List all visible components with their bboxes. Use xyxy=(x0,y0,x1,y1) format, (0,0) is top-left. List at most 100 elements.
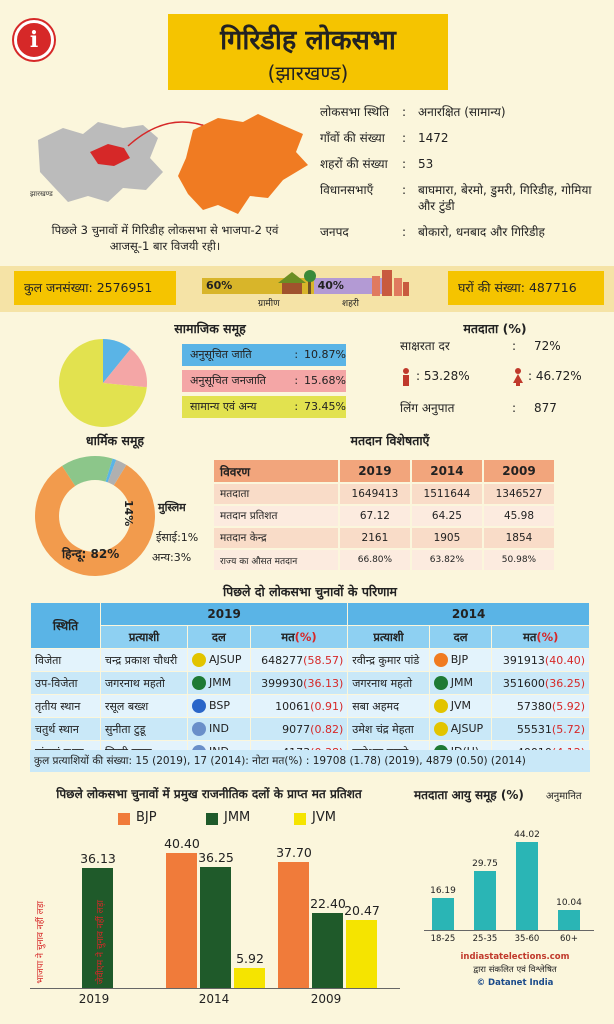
position-cell: चतुर्थ स्थान xyxy=(30,717,101,741)
candidate-cell: उमेश चंद्र मेहता xyxy=(347,717,430,741)
constituency-map xyxy=(178,114,308,214)
legend-label: JMM xyxy=(224,810,251,825)
status-header: स्थिति xyxy=(30,602,101,649)
votes-header-pct: (%) xyxy=(536,629,559,644)
party-bar-jmm xyxy=(82,867,113,988)
candidate-header: प्रत्याशी xyxy=(347,625,430,649)
map-label: झारखण्ड xyxy=(30,190,53,198)
votes-cell: 351600(36.25) xyxy=(491,671,590,695)
source-note: द्वारा संकलित एवं विश्लेषित xyxy=(473,965,557,975)
source-site: indiastatelections.com xyxy=(460,952,570,962)
muslim-pct: 14% xyxy=(122,500,135,527)
age-bar-chart: 16.19 18-25 29.75 25-35 44.02 35-60 10.04 60+ xyxy=(424,820,594,944)
party-bar-value: 36.25 xyxy=(198,850,234,866)
votes-pct: (58.57) xyxy=(303,653,344,667)
legend-swatch xyxy=(294,813,306,825)
legend-swatch xyxy=(206,813,218,825)
party-name: BSP xyxy=(209,699,230,712)
info-colon: : xyxy=(402,183,407,197)
info-value: अनारक्षित (सामान्य) xyxy=(418,105,506,119)
party-name: BJP xyxy=(450,653,469,666)
info-icon: i xyxy=(14,20,54,60)
party-name: AJSUP xyxy=(209,653,242,666)
voting-cell: 66.80% xyxy=(337,548,412,572)
voting-cell: 1905 xyxy=(409,526,484,550)
voting-cell: 1854 xyxy=(481,526,557,550)
party-symbol-icon xyxy=(192,699,207,713)
voters-heading: मतदाता (%) xyxy=(463,321,527,336)
info-value: 53 xyxy=(418,157,434,171)
party-cell: AJSUP xyxy=(187,648,251,672)
party-bar-chart: 36.13 2019 40.40 36.25 5.92 2014 37.70 22.40 20.… xyxy=(30,836,400,1006)
party-legend: BJP JMM JVM xyxy=(118,810,358,828)
giridih-highlight xyxy=(90,144,130,166)
legend-label: JVM xyxy=(312,810,336,825)
party-axis-label: 2009 xyxy=(310,992,342,1006)
votes-pct: (0.91) xyxy=(310,699,344,713)
votes-value: 55531 xyxy=(516,722,552,736)
village-icon xyxy=(278,270,316,294)
info-colon: : xyxy=(402,225,407,239)
age-bar xyxy=(558,909,580,930)
votes-value: 391913 xyxy=(502,653,545,667)
voting-header-row: विवरण 2019 2014 2009 xyxy=(212,458,557,484)
households-box: घरों की संख्या: 487716 xyxy=(448,271,604,305)
party-name: JVM xyxy=(450,699,471,712)
age-bar-value: 29.75 xyxy=(472,858,498,869)
voting-cell: 63.82% xyxy=(409,548,484,572)
party-bar-bjp xyxy=(278,862,309,988)
social-slice xyxy=(59,339,147,427)
age-bar-value: 10.04 xyxy=(556,897,582,908)
party-bar-jmm xyxy=(312,913,343,988)
votes-value: 399930 xyxy=(261,676,304,690)
legend-label: BJP xyxy=(136,810,157,825)
info-row: जनपद: बोकारो, धनबाद और गिरिडीह xyxy=(320,224,605,240)
voting-cell: 1346527 xyxy=(481,482,557,506)
social-legend-label: अनुसूचित जनजाति xyxy=(190,374,266,387)
party-name: AJSUP xyxy=(450,722,484,735)
results-row: उप-विजेता जगरनाथ महतो JMM 399930(36.13) जगरन… xyxy=(30,671,590,695)
donut-hole xyxy=(59,480,131,552)
voting-cell: 1511644 xyxy=(409,482,484,506)
votes-cell: 55531(5.72) xyxy=(491,717,590,741)
info-key: लोकसभा स्थिति xyxy=(320,105,390,119)
religion-donut xyxy=(35,456,156,576)
candidate-cell: जगरनाथ महतो xyxy=(99,671,189,695)
title-box: गिरिडीह लोकसभा (झारखण्ड) xyxy=(168,14,448,90)
social-legend-item: अनुसूचित जाति:10.87% xyxy=(182,344,346,366)
legend-swatch xyxy=(118,813,130,825)
bjp-2019-note: भाजपा ने चुनाव नहीं लड़ा xyxy=(36,901,46,984)
voting-row: मतदान केन्द्र 2161 1905 1854 xyxy=(212,526,557,550)
voting-header-cell: 2019 xyxy=(337,458,412,484)
age-bar-value: 16.19 xyxy=(430,885,456,896)
muslim-label: मुस्लिम xyxy=(158,501,186,514)
info-key: गाँवों की संख्या xyxy=(320,131,385,145)
results-row: विजेता चन्द्र प्रकाश चौधरी AJSUP 648277(58.… xyxy=(30,648,590,672)
party-symbol-icon xyxy=(192,722,207,736)
constituency-info: लोकसभा स्थिति: अनारक्षित (सामान्य) गाँवों … xyxy=(320,104,605,250)
candidate-cell: रवीन्द्र कुमार पांडे xyxy=(347,648,430,672)
info-key: विधानसभाएँ xyxy=(320,183,374,197)
votes-pct: (0.82) xyxy=(310,722,344,736)
hindu-label: हिन्दू: 82% xyxy=(62,547,120,561)
party-header: दल xyxy=(187,625,251,649)
voting-cell: 64.25 xyxy=(409,504,484,528)
position-cell: विजेता xyxy=(30,648,101,672)
voting-row: मतदाता 1649413 1511644 1346527 xyxy=(212,482,557,506)
votes-pct: (40.40) xyxy=(544,653,585,667)
age-bar-value: 44.02 xyxy=(514,829,540,840)
source-block: indiastatelections.com द्वारा संकलित एवं… xyxy=(430,952,600,988)
female-value: : 46.72% xyxy=(528,369,582,383)
social-legend-value: 15.68% xyxy=(304,374,346,387)
candidate-cell: चन्द्र प्रकाश चौधरी xyxy=(99,648,189,672)
votes-header-pct: (%) xyxy=(294,629,317,644)
votes-cell: 10061(0.91) xyxy=(249,694,349,718)
votes-cell: 9077(0.82) xyxy=(249,717,349,741)
info-value: बाघमारा, बेरमो, डुमरी, गिरिडीह, गोमिया औ… xyxy=(418,183,592,213)
age-axis-label: 25-35 xyxy=(472,934,498,944)
votes-value: 57380 xyxy=(516,699,552,713)
votes-pct: (36.25) xyxy=(544,676,585,690)
votes-cell: 648277(58.57) xyxy=(249,648,349,672)
party-symbol-icon xyxy=(433,722,448,736)
info-row: शहरों की संख्या:53 xyxy=(320,156,605,172)
